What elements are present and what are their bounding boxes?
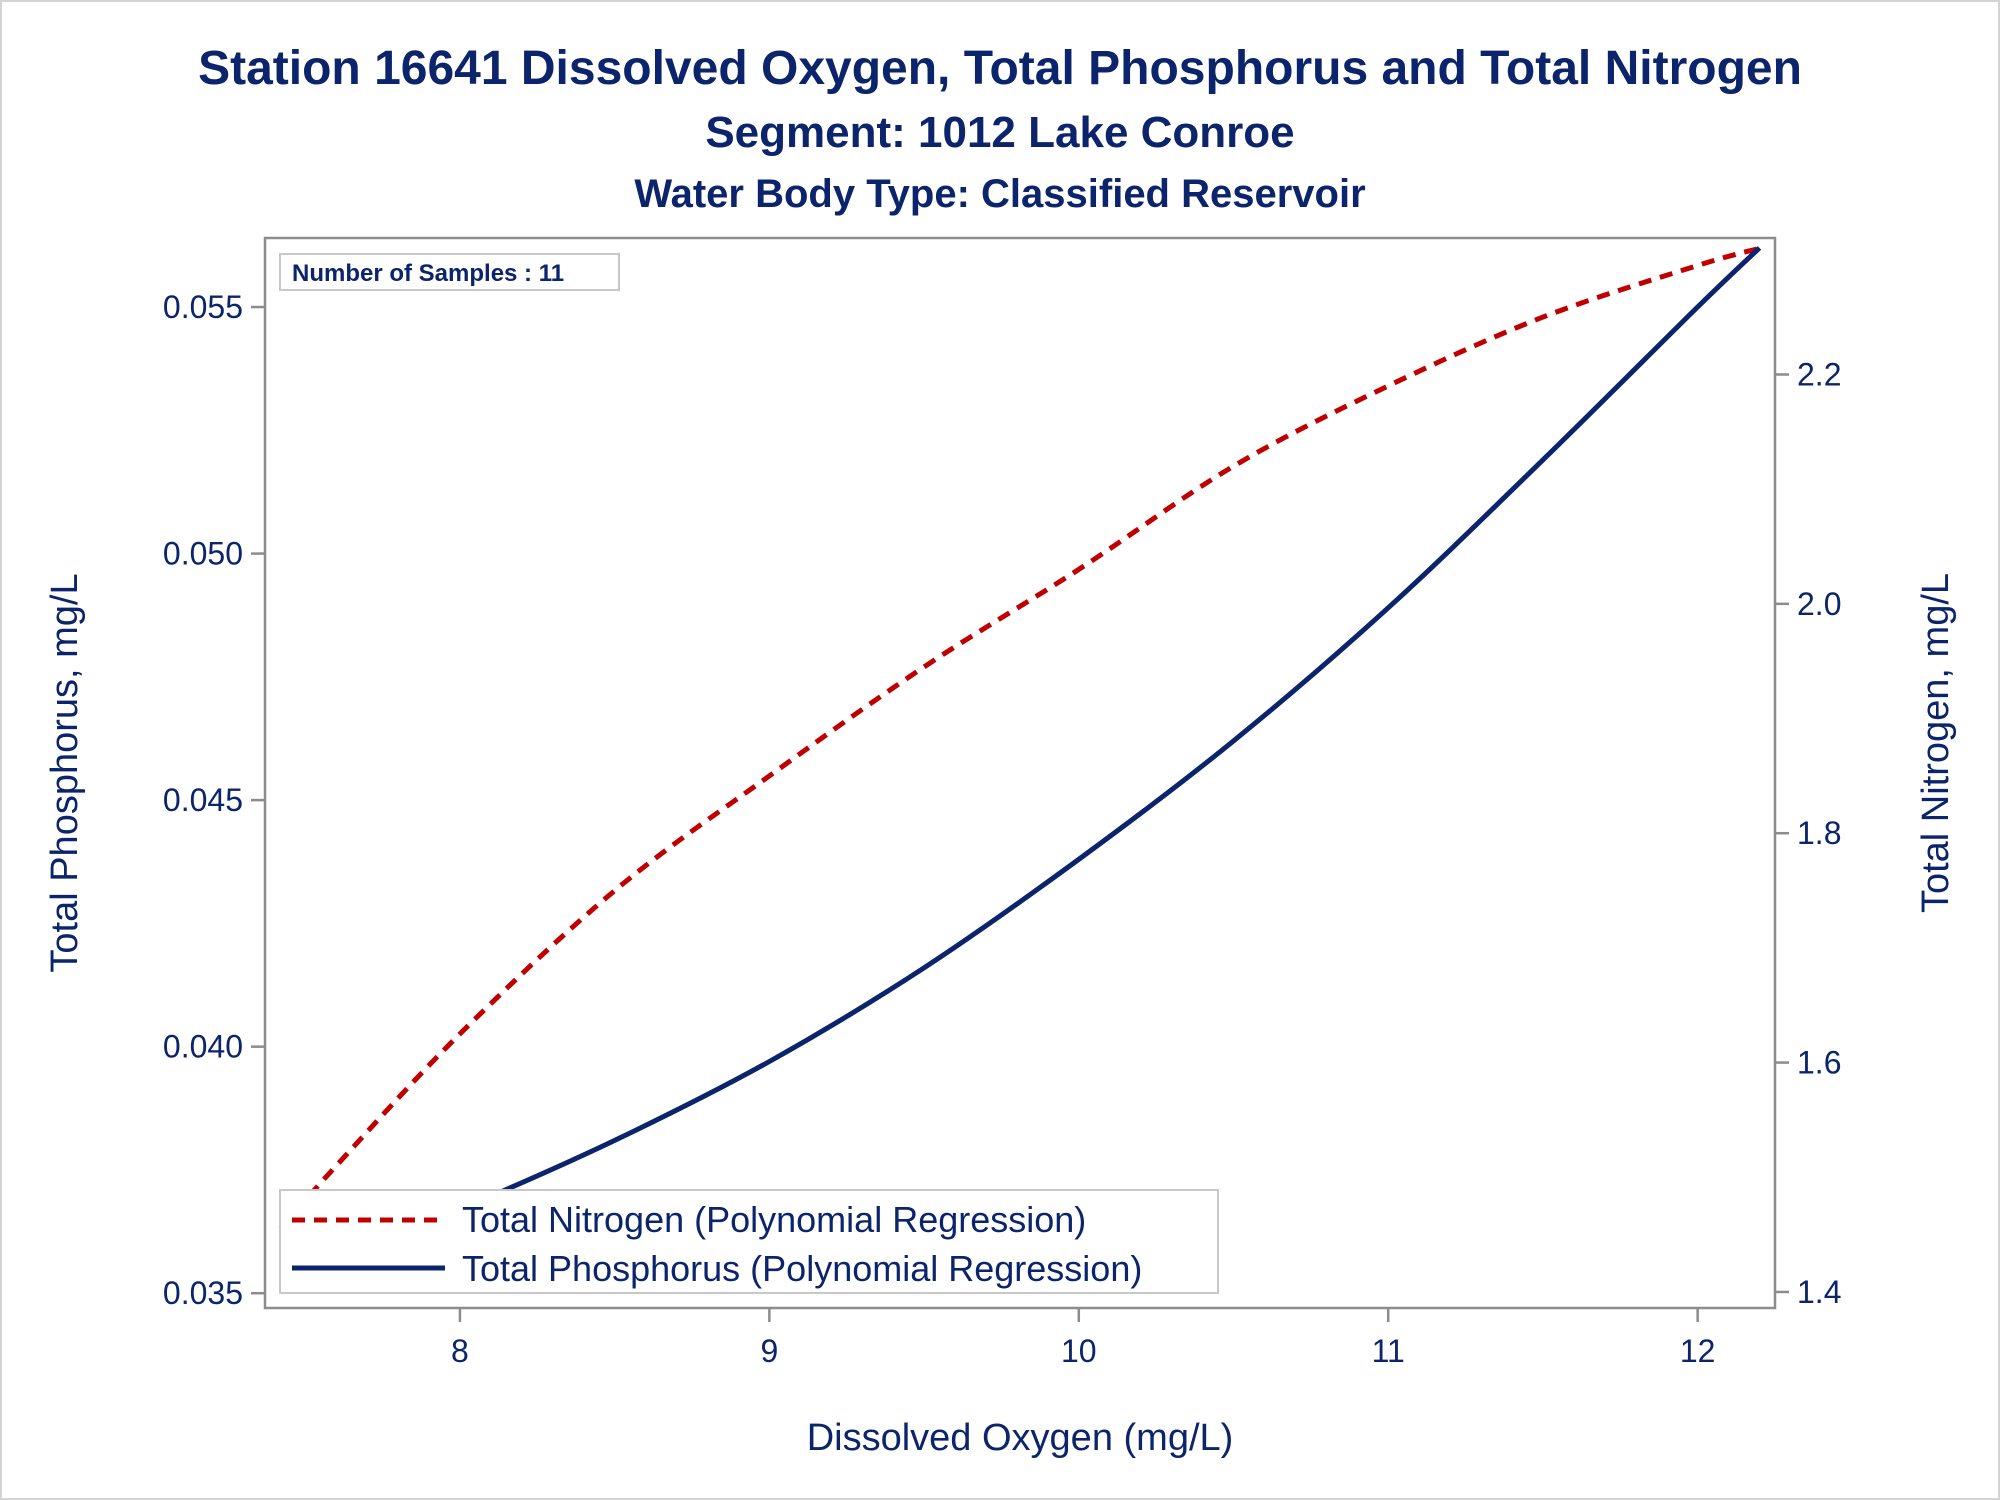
- y2-tick-label: 1.4: [1797, 1274, 1841, 1310]
- x-axis-label: Dissolved Oxygen (mg/L): [807, 1417, 1234, 1459]
- x-tick-label: 11: [1372, 1333, 1405, 1369]
- y-tick-label: 0.055: [163, 289, 243, 325]
- y-tick-label: 0.045: [163, 782, 243, 818]
- series-layer: [278, 245, 1762, 1281]
- chart-subtitle-segment: Segment: 1012 Lake Conroe: [705, 108, 1294, 157]
- y-tick-label: 0.050: [163, 536, 243, 572]
- y-tick-label: 0.035: [163, 1275, 243, 1311]
- legend-box: [279, 1189, 1219, 1294]
- chart-title: Station 16641 Dissolved Oxygen, Total Ph…: [198, 42, 1802, 95]
- legend-label-nitrogen: Total Nitrogen (Polynomial Regression): [462, 1199, 1086, 1240]
- y2-tick-label: 1.6: [1797, 1045, 1841, 1081]
- y2-tick-label: 1.8: [1797, 815, 1841, 851]
- legend: Total Nitrogen (Polynomial Regression) T…: [279, 1189, 1219, 1294]
- y2-tick-label: 2.0: [1797, 586, 1841, 622]
- y-axis-label: Total Phosphorus, mg/L: [44, 573, 86, 972]
- y2-axis-label: Total Nitrogen, mg/L: [1915, 573, 1957, 913]
- samples-inset-box: [279, 253, 620, 291]
- x-tick-label: 8: [451, 1333, 469, 1369]
- x-tick-label: 12: [1680, 1333, 1716, 1369]
- y-tick-label: 0.040: [163, 1029, 243, 1065]
- samples-inset-text: Number of Samples : 11: [292, 260, 564, 287]
- y2-tick-label: 2.2: [1797, 356, 1841, 392]
- legend-label-phosphorus: Total Phosphorus (Polynomial Regression): [462, 1248, 1142, 1289]
- plot-area: [263, 236, 1777, 1310]
- ticks-layer: 8 9 10 11 12 0.035 0.040 0.045 0.050 0.055 1.4 1.6 1…: [163, 289, 1842, 1369]
- x-tick-label: 10: [1061, 1333, 1097, 1369]
- series-line-phosphorus: [279, 246, 1762, 1281]
- chart-subtitle-waterbody: Water Body Type: Classified Reservoir: [634, 172, 1365, 216]
- series-line-nitrogen: [278, 245, 1761, 1231]
- x-tick-label: 9: [760, 1333, 778, 1369]
